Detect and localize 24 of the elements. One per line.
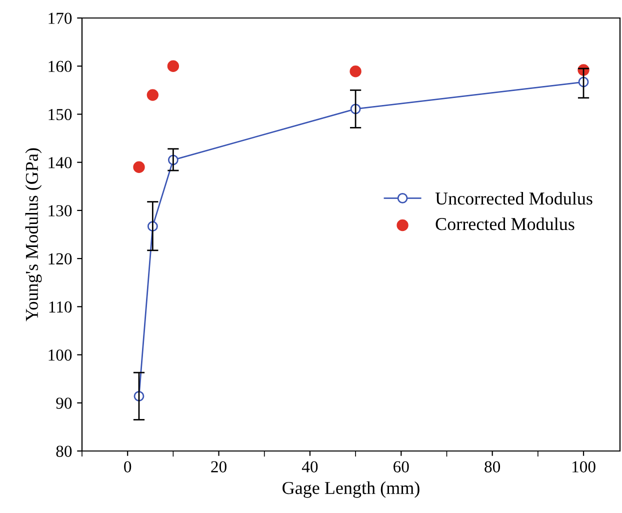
x-tick-label: 0 — [124, 461, 132, 472]
y-tick-label: 100 — [48, 349, 72, 361]
x-tick-label: 80 — [484, 461, 500, 472]
point — [350, 66, 362, 78]
y-tick-label: 170 — [48, 12, 72, 24]
x-tick-label: 40 — [302, 461, 318, 472]
x-tick-label: 100 — [572, 461, 596, 472]
x-axis-title: Gage Length (mm) — [282, 481, 420, 498]
y-axis-title: Young's Modulus (GPa) — [25, 148, 42, 322]
point — [133, 161, 145, 173]
y-tick-label: 90 — [56, 398, 72, 409]
y-tick-label: 160 — [48, 60, 72, 72]
point — [146, 89, 159, 101]
y-tick-label: 110 — [49, 301, 72, 313]
x-tick-label: 60 — [394, 461, 409, 472]
y-tick-label: 150 — [48, 108, 72, 120]
point — [167, 60, 180, 72]
legend-label: Corrected Modulus — [436, 217, 574, 230]
y-tick-label: 140 — [48, 157, 72, 168]
y-tick-label: 120 — [48, 253, 72, 264]
legend-label: Uncorrected Modulus — [435, 192, 592, 205]
y-tick-label: 80 — [56, 446, 72, 457]
x-tick-label: 20 — [211, 461, 226, 472]
y-tick-label: 130 — [48, 205, 72, 216]
